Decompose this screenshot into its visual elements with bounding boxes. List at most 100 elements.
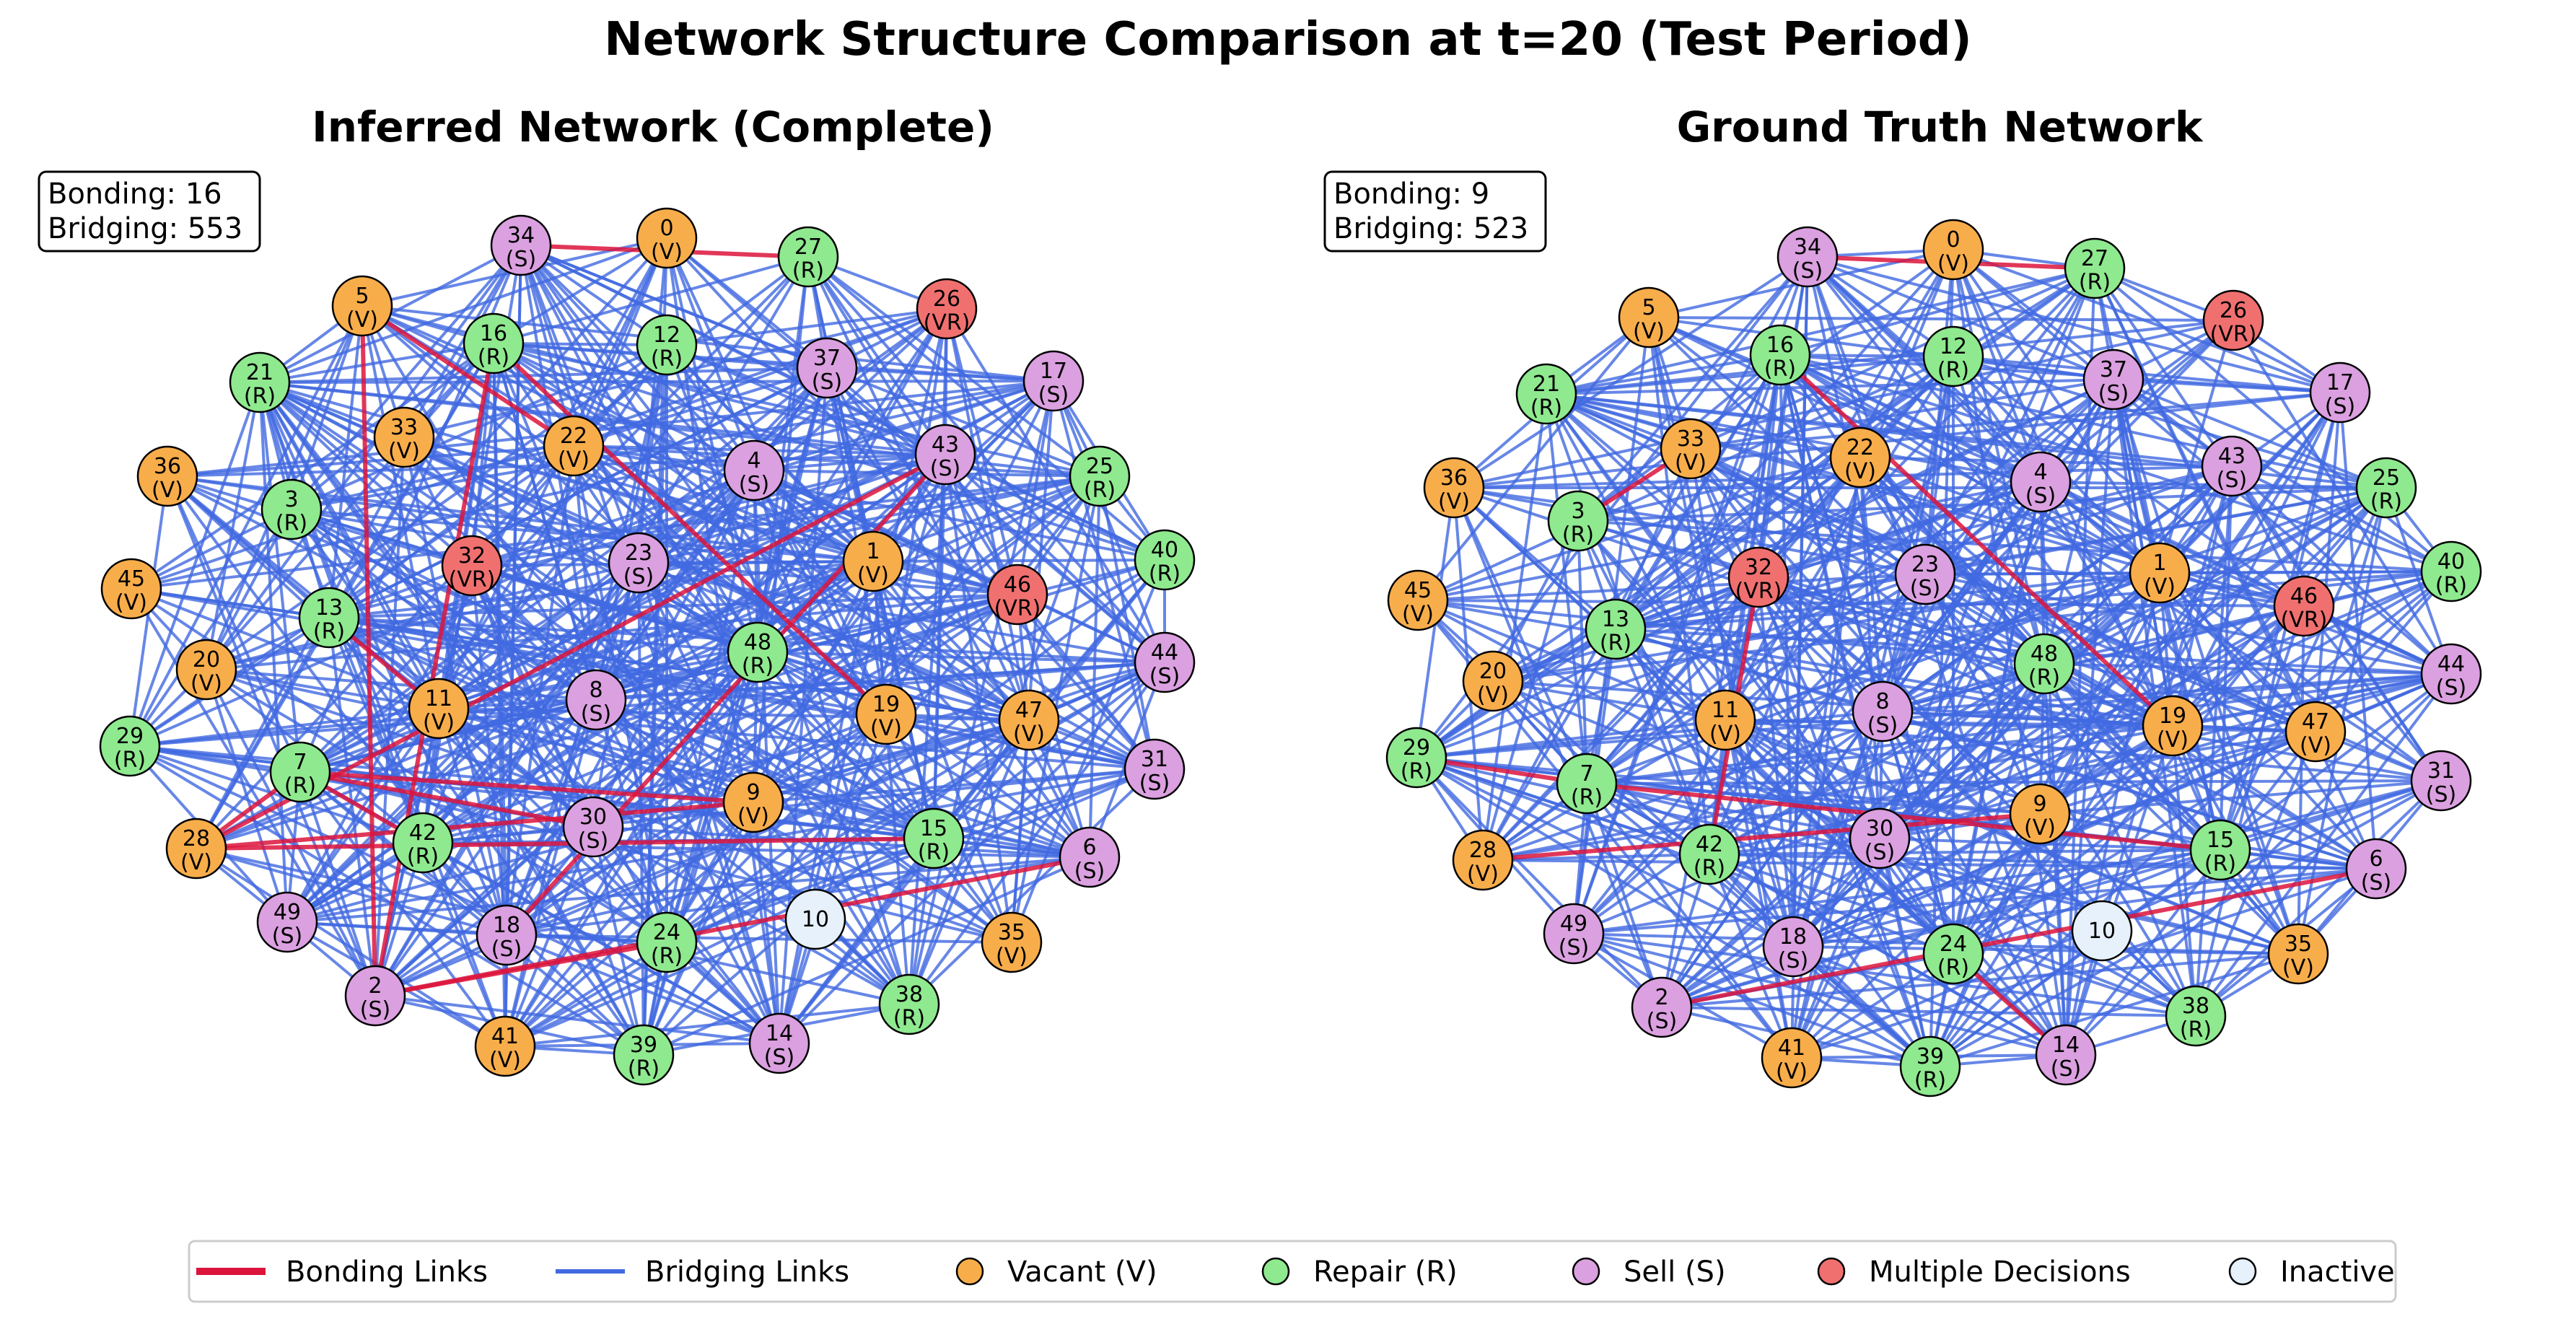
legend: Bonding Links Bridging Links Vacant (V) Rep…	[188, 1240, 2397, 1303]
node-13: 13(R)	[1585, 598, 1647, 660]
bridging-link	[1929, 779, 2442, 1068]
node-circle	[344, 965, 406, 1027]
node-type-label: (S)	[272, 924, 302, 949]
bridging-count: Bridging: 553	[48, 212, 242, 245]
node-id-label: 26	[933, 286, 960, 312]
bridging-link	[505, 475, 1101, 937]
bonding-link	[196, 800, 754, 851]
node-43: 43(S)	[2201, 435, 2263, 497]
node-type-label: (R)	[244, 384, 276, 409]
node-circle	[1660, 418, 1722, 480]
bridging-link	[2043, 662, 2300, 955]
node-32: 32(VR)	[441, 535, 503, 597]
node-type-label: (R)	[1694, 856, 1725, 881]
node-type-label: (R)	[284, 774, 316, 799]
node-id-label: 23	[1911, 552, 1939, 577]
bridging-link	[945, 308, 1019, 595]
bridging-link	[1545, 393, 1727, 721]
node-id-label: 33	[390, 415, 418, 440]
node-circle	[2345, 838, 2407, 900]
node-circle	[2165, 985, 2227, 1047]
node-type-label: (R)	[407, 844, 439, 869]
node-47: 47(V)	[2284, 701, 2347, 763]
bridging-link	[1416, 576, 1759, 759]
bridging-link	[2219, 465, 2233, 851]
node-id-label: 25	[2373, 465, 2400, 491]
bridging-link	[205, 669, 377, 996]
node-id-label: 32	[458, 543, 486, 569]
node-11: 11(V)	[1694, 689, 1756, 751]
legend-label: Inactive	[2280, 1256, 2395, 1289]
bridging-link	[1614, 248, 1955, 631]
bridging-link	[328, 560, 874, 619]
bridging-link	[2314, 570, 2453, 733]
bridging-link	[2064, 730, 2317, 1056]
node-type-label: (R)	[2028, 665, 2060, 691]
node-38: 38(R)	[878, 973, 940, 1035]
node-id-label: 27	[794, 235, 822, 260]
bridging-link	[1577, 456, 1861, 522]
legend-label: Repair (R)	[1313, 1256, 1458, 1289]
node-type-label: (R)	[2180, 1017, 2212, 1043]
bridging-link	[206, 668, 439, 710]
node-30: 30(S)	[1849, 807, 1911, 869]
bridging-link	[908, 768, 1156, 1006]
node-35: 35(V)	[981, 911, 1043, 973]
node-20: 20(V)	[1462, 650, 1524, 712]
bridging-link	[290, 244, 522, 511]
node-type-label: (VR)	[1735, 579, 1782, 604]
node-7: 7(R)	[1556, 753, 1618, 815]
bridging-link	[520, 244, 935, 840]
bridging-link	[1573, 932, 2196, 1017]
node-type-label: (V)	[1633, 319, 1665, 344]
bridging-link	[129, 661, 1165, 748]
node-circle	[331, 275, 393, 337]
node-id-label: 9	[2033, 792, 2046, 817]
bridging-link	[1577, 520, 2316, 733]
node-21: 21(R)	[1515, 363, 1577, 425]
bonding-link	[196, 836, 934, 851]
node-type-label: (VR)	[924, 310, 971, 336]
panel-title: Ground Truth Network	[1677, 102, 2204, 152]
bridging-link	[2303, 605, 2443, 782]
bridging-link	[1879, 605, 2305, 840]
node-circle	[1922, 325, 1984, 387]
bridging-link	[1953, 355, 2341, 394]
bridging-link	[757, 475, 1100, 654]
node-type-label: (VR)	[994, 596, 1041, 621]
bridging-link	[1929, 672, 2453, 1068]
node-id-label: 44	[2437, 652, 2465, 677]
node-49: 49(S)	[256, 891, 318, 953]
bridging-link	[1792, 945, 2067, 1056]
bridging-link	[592, 593, 1018, 828]
bridging-link	[1577, 486, 2387, 522]
node-id-label: 7	[293, 750, 307, 775]
bridging-link	[1661, 1006, 2196, 1017]
node-id-label: 2	[1655, 985, 1668, 1010]
bridging-link	[665, 237, 759, 653]
bridging-link	[1614, 448, 1692, 630]
node-type-label: (R)	[2370, 489, 2402, 514]
node-id-label: 29	[116, 724, 144, 749]
node-circle	[1452, 829, 1514, 891]
node-id-label: 9	[746, 780, 760, 805]
node-circle	[99, 715, 161, 777]
node-type-label: (V)	[1709, 722, 1741, 747]
bridging-link	[493, 342, 1054, 382]
node-circle	[441, 535, 503, 597]
node-38: 38(R)	[2165, 985, 2227, 1047]
node-id-label: 46	[2290, 584, 2318, 609]
node-31: 31(S)	[2410, 750, 2472, 812]
node-id-label: 1	[866, 539, 880, 564]
bridging-link	[129, 745, 754, 804]
node-36: 36(V)	[136, 445, 198, 507]
node-circle	[1543, 903, 1605, 965]
node-type-label: (V)	[1937, 251, 1969, 276]
bridging-link	[665, 237, 755, 471]
bridging-link	[2230, 465, 2453, 675]
node-circle	[796, 337, 858, 399]
bridging-link	[1660, 481, 2042, 1009]
node-24: 24(R)	[1922, 923, 1984, 985]
node-type-label: (R)	[1937, 955, 1969, 981]
node-22: 22(V)	[1829, 426, 1891, 488]
